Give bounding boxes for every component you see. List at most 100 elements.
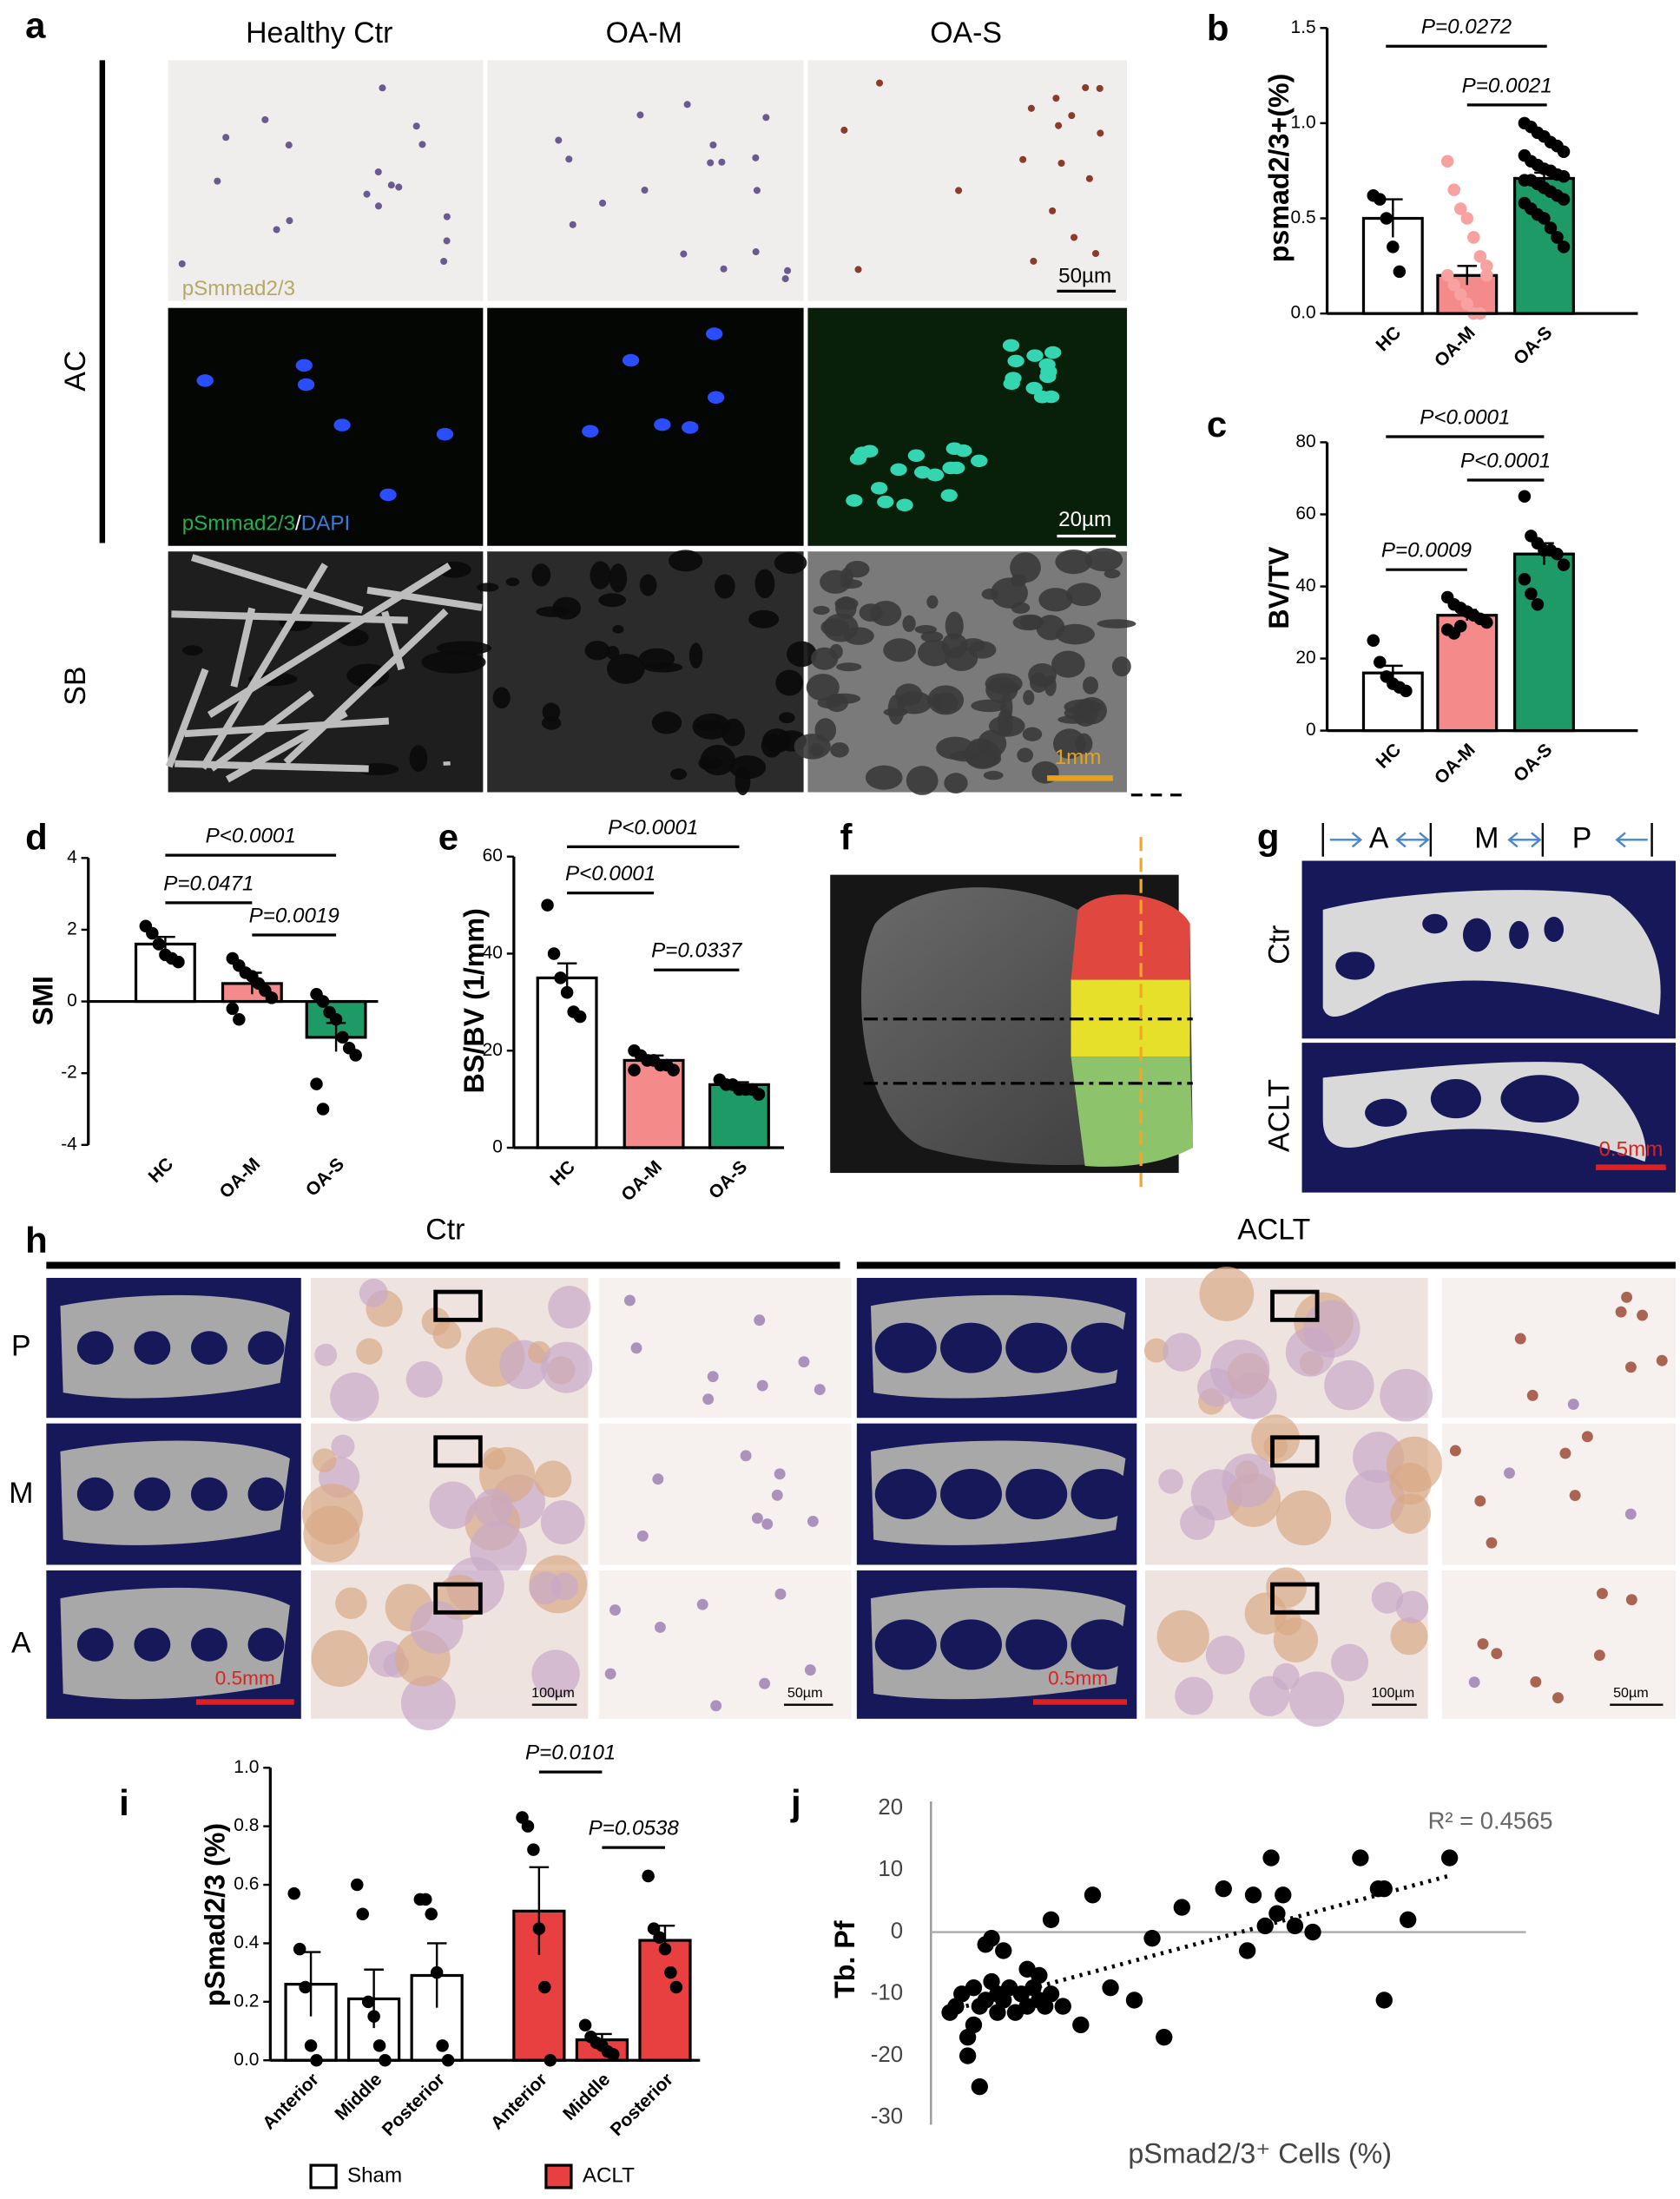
cell: [1450, 1445, 1461, 1457]
cell: [782, 275, 789, 282]
y-tick-label: 0.6: [234, 1874, 259, 1894]
data-point: [1216, 1880, 1232, 1897]
y-tick-label: 0: [492, 1137, 503, 1157]
x-axis-label: pSmad2/3⁺ Cells (%): [1128, 2137, 1392, 2169]
data-point: [1519, 573, 1532, 586]
cell: [1527, 1390, 1538, 1401]
trabecula-void: [695, 721, 723, 731]
marrow: [875, 1619, 937, 1669]
data-point: [1376, 1992, 1393, 2008]
trabecula-void: [410, 745, 428, 772]
cell: [1621, 1292, 1632, 1303]
cell: [855, 266, 862, 273]
x-tick-label: Anterior: [259, 2070, 323, 2134]
trabecula-void: [532, 563, 551, 586]
legend-label: Sham: [347, 2163, 402, 2187]
stain-blob: [429, 1481, 477, 1529]
trabecula-void: [915, 625, 937, 634]
nucleus: [437, 428, 453, 441]
panel-letter: g: [1257, 816, 1280, 857]
stain-label-part: DAPI: [301, 512, 350, 536]
cell: [814, 1384, 826, 1395]
stain-label: pSmmad2/3/DAPI: [182, 512, 350, 536]
y-tick-label: 20: [878, 1795, 903, 1820]
y-tick-label: 40: [1295, 576, 1315, 596]
data-point: [607, 2048, 620, 2061]
cell: [1052, 95, 1059, 102]
image-grid: [46, 1267, 1676, 1730]
marrow: [875, 1469, 937, 1519]
row-label: SB: [59, 666, 92, 705]
trabecula-void: [818, 697, 841, 708]
stain-blob: [359, 1279, 388, 1307]
data-point: [1031, 1967, 1047, 1984]
cell: [655, 1622, 666, 1633]
marrow: [1335, 951, 1374, 979]
arrow: [1397, 833, 1427, 846]
marrow: [191, 1331, 227, 1365]
trabecula-void: [775, 670, 803, 696]
p-value: P=0.0101: [525, 1741, 616, 1765]
micrograph: [1442, 1278, 1676, 1418]
cell: [1582, 1431, 1593, 1442]
micrograph: [599, 1424, 851, 1565]
region-label: A: [1209, 1087, 1227, 1115]
stain-blob: [1175, 1676, 1213, 1715]
x-tick-label: Middle: [559, 2070, 614, 2124]
marrow: [1431, 1079, 1481, 1118]
data-point: [1387, 240, 1400, 253]
data-point: [574, 1011, 587, 1024]
nucleus: [298, 379, 314, 392]
x-tick-label: Posterior: [607, 2070, 677, 2140]
trabecula-void: [698, 757, 714, 770]
trabecula-void: [965, 741, 1001, 769]
y-tick-label: -20: [871, 2043, 903, 2067]
trabecula-void: [652, 712, 682, 734]
data-point: [548, 947, 561, 960]
trabecula-void: [543, 702, 561, 721]
cell: [955, 187, 962, 194]
data-point: [1461, 212, 1474, 225]
data-point: [305, 2039, 318, 2052]
cell: [642, 187, 649, 194]
data-point: [1055, 1998, 1071, 2014]
cell: [379, 84, 385, 91]
x-tick-label: OA-M: [1431, 323, 1479, 372]
data-point: [310, 1077, 323, 1090]
x-tick-label: OA-S: [705, 1157, 751, 1203]
data-point: [1126, 1992, 1143, 2008]
data-point: [233, 1013, 246, 1026]
trabecula-void: [639, 649, 675, 669]
cell: [774, 1468, 786, 1479]
x-tick-label: HC: [1373, 740, 1406, 773]
nucleus: [1007, 355, 1024, 368]
cell: [1092, 250, 1099, 257]
stain-blob: [1380, 1369, 1433, 1422]
cell: [1086, 175, 1093, 182]
marrow: [248, 1628, 285, 1662]
data-point: [995, 1942, 1011, 1959]
cell: [1568, 1399, 1579, 1410]
trabecula-void: [883, 638, 916, 662]
nucleus: [890, 464, 906, 477]
stain-blob: [406, 1361, 443, 1398]
data-point: [1558, 193, 1571, 206]
data-point: [1558, 558, 1571, 571]
stain-blob: [541, 1500, 585, 1544]
marrow: [940, 1469, 1002, 1519]
zone-label: M: [1474, 821, 1499, 854]
nucleus: [941, 489, 958, 502]
stain-blob: [313, 1448, 337, 1472]
marrow: [248, 1331, 285, 1365]
cell: [718, 159, 725, 166]
cell: [1068, 112, 1075, 119]
nucleus: [1004, 378, 1020, 391]
cell: [555, 137, 562, 144]
data-point: [373, 2039, 386, 2052]
cell: [807, 1516, 819, 1527]
cell: [222, 134, 229, 141]
y-axis-label: BV/TV: [1263, 546, 1295, 629]
data-point: [1380, 212, 1393, 225]
trabecula-void: [843, 627, 873, 645]
